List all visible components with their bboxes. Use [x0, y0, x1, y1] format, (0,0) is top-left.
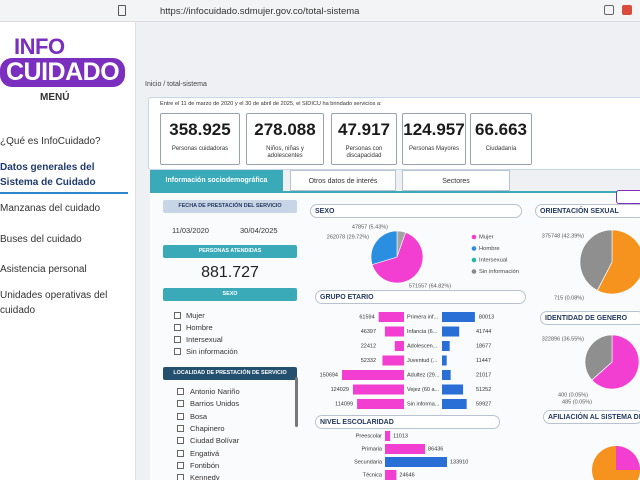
menu-item[interactable]: Manzanas del cuidado — [0, 203, 101, 214]
checkbox-label[interactable]: Sin información — [186, 347, 238, 356]
browser-icon — [622, 5, 632, 15]
checkbox[interactable] — [177, 400, 184, 408]
stat-value: 124.957 — [403, 120, 465, 139]
checkbox-label[interactable]: Engativá — [190, 448, 220, 458]
tab[interactable]: Información sociodemográfica — [150, 170, 283, 191]
tab[interactable]: Sectores — [402, 170, 510, 191]
date-input[interactable]: 11/03/2020 — [172, 226, 209, 235]
panel-title: GRUPO ETARIO — [315, 290, 526, 304]
checkbox-label[interactable]: Ciudad Bolívar — [190, 436, 240, 446]
menu-item[interactable]: ¿Qué es InfoCuidado? — [0, 136, 101, 147]
attended-value: 881.727 — [201, 264, 259, 281]
menu-item[interactable]: Buses del cuidado — [0, 234, 82, 245]
checkbox-label[interactable]: Hombre — [186, 323, 213, 332]
scrollbar — [295, 377, 298, 427]
menu-title: MENÚ — [40, 92, 70, 103]
browser-icon — [604, 5, 614, 15]
stat-label: Niños, niñas y adolescentes — [266, 146, 304, 159]
menu-item[interactable]: Datos generales del Sistema de Cuidado — [0, 160, 128, 194]
stat-label: Personas cuidadoras — [171, 146, 229, 152]
checkbox[interactable] — [177, 461, 184, 469]
logo-bottom: CUIDADO — [0, 58, 126, 87]
stat-card: 278.088 Niños, niñas y adolescentes — [246, 113, 324, 165]
stat-card: 66.663 Ciudadanía — [470, 113, 532, 165]
bookmark-icon — [118, 5, 126, 16]
logo-top: INFO — [14, 34, 65, 59]
checkbox[interactable] — [174, 324, 181, 331]
stat-value: 358.925 — [169, 120, 231, 139]
stat-card: 47.917 Personas con discapacidad — [331, 113, 397, 165]
tab[interactable]: Otros datos de interés — [290, 170, 396, 191]
intro-text: Entre el 11 de marzo de 2020 y el 30 de … — [160, 101, 382, 107]
stat-card: 358.925 Personas cuidadoras — [160, 113, 240, 165]
stat-label: Personas con discapacidad — [345, 146, 383, 159]
checkbox-label[interactable]: Kennedy — [190, 473, 220, 480]
checkbox-label[interactable]: Bosa — [190, 411, 208, 421]
checkbox[interactable] — [177, 424, 184, 432]
menu-item[interactable]: Unidades operativas del cuidado — [0, 290, 108, 316]
side-button — [616, 190, 640, 204]
filter-title: SEXO — [163, 288, 297, 301]
checkbox[interactable] — [177, 437, 184, 445]
checkbox-label[interactable]: Chapinero — [190, 423, 225, 433]
panel-title: SEXO — [310, 204, 522, 218]
breadcrumb: Inicio / total-sistema — [145, 81, 207, 88]
panel-title: ORIENTACIÓN SEXUAL — [535, 204, 640, 218]
checkbox[interactable] — [174, 348, 181, 355]
filter-title: PERSONAS ATENDIDAS — [163, 245, 297, 258]
checkbox[interactable] — [174, 312, 181, 319]
filter-title: FECHA DE PRESTACIÓN DEL SERVICIO — [163, 200, 297, 213]
checkbox[interactable] — [177, 388, 184, 395]
browser-bar — [0, 0, 640, 22]
checkbox[interactable] — [177, 474, 184, 480]
panel-title: NIVEL ESCOLARIDAD — [315, 415, 500, 429]
checkbox-label[interactable]: Antonio Nariño — [190, 387, 240, 396]
checkbox[interactable] — [177, 449, 184, 457]
date-input[interactable]: 30/04/2025 — [240, 226, 278, 235]
checkbox-label[interactable]: Mujer — [186, 311, 205, 320]
stat-value: 278.088 — [254, 120, 316, 139]
sidebar — [0, 22, 136, 480]
menu-item[interactable]: Asistencia personal — [0, 264, 87, 275]
panel-title: AFILIACIÓN AL SISTEMA DE SALUD — [543, 410, 640, 424]
stat-label: Ciudadanía — [485, 146, 517, 152]
stat-card: 124.957 Personas Mayores — [402, 113, 466, 165]
panel-title: IDENTIDAD DE GENERO — [540, 311, 640, 325]
checkbox-label[interactable]: Fontibón — [190, 460, 220, 470]
checkbox[interactable] — [177, 412, 184, 420]
checkbox[interactable] — [174, 336, 181, 343]
address-url: https://infocuidado.sdmujer.gov.co/total… — [160, 6, 360, 17]
stat-value: 47.917 — [338, 120, 390, 139]
stat-value: 66.663 — [475, 120, 527, 139]
stat-label: Personas Mayores — [408, 146, 460, 152]
checkbox-label[interactable]: Intersexual — [186, 335, 223, 344]
checkbox-label[interactable]: Barrios Unidos — [190, 399, 240, 409]
filter-title: LOCALIDAD DE PRESTACIÓN DE SERVICIO — [163, 367, 297, 380]
